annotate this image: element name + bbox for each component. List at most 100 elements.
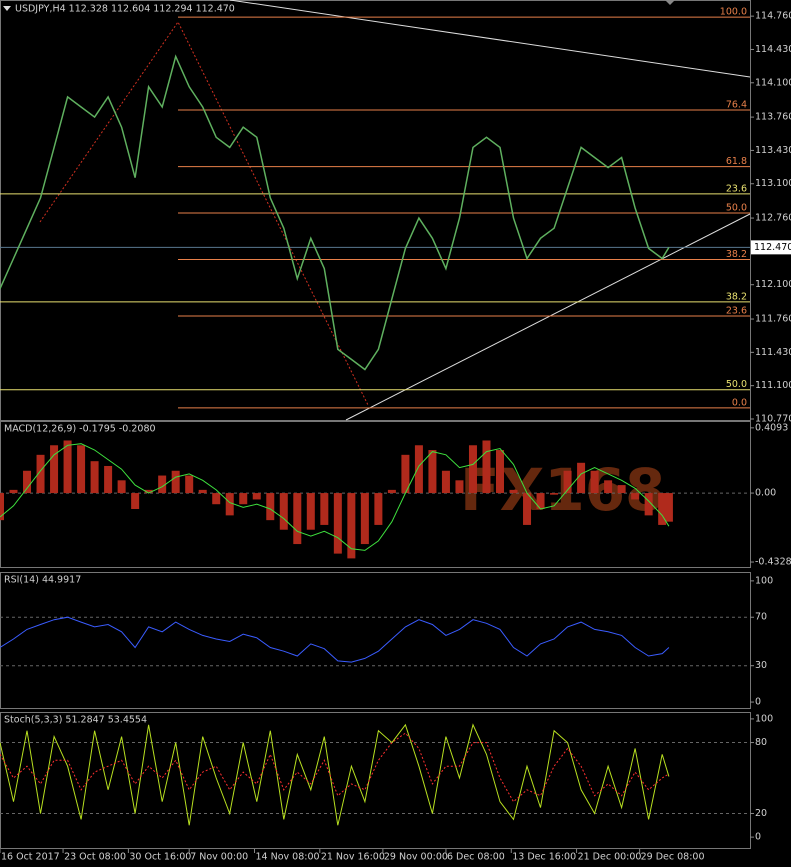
x-tick-label: 14 Nov 08:00	[256, 852, 320, 863]
y-tick-label: 111.100	[755, 380, 791, 391]
y-tick-label: 111.430	[755, 347, 791, 358]
shift-marker	[665, 0, 675, 5]
x-tick-label: 13 Dec 16:00	[512, 852, 576, 863]
fib-label: 38.2	[726, 291, 747, 302]
bar	[104, 465, 113, 494]
fib-label: 100.0	[720, 7, 747, 18]
bar	[306, 493, 315, 530]
menu-arrow[interactable]	[3, 6, 11, 11]
bar	[455, 480, 464, 494]
y-tick-label: 80	[755, 737, 767, 748]
bar	[496, 450, 504, 494]
y-tick-label: 100	[755, 713, 773, 724]
y-tick-label: 0	[755, 697, 761, 708]
y-tick-label: 114.100	[755, 77, 791, 88]
y-tick-label: 0.00	[755, 488, 776, 499]
price-title: USDJPY,H4 112.328 112.604 112.294 112.47…	[15, 4, 235, 15]
y-tick-label: 114.430	[755, 44, 791, 55]
panel-title: RSI(14) 44.9917	[4, 575, 81, 586]
bar	[374, 493, 383, 525]
bar	[185, 475, 194, 494]
y-tick-label: 114.760	[755, 11, 791, 22]
bar	[347, 493, 356, 559]
x-tick-label: 16 Oct 2017	[1, 852, 60, 863]
y-tick-label: 0	[755, 832, 761, 843]
y-tick-label: 111.760	[755, 314, 791, 325]
y-tick-label: 20	[755, 808, 767, 819]
bar	[63, 440, 72, 494]
panel-title: MACD(12,26,9) -0.1795 -0.2080	[4, 424, 156, 435]
price-frame	[0, 0, 751, 421]
y-tick-label: 30	[755, 660, 767, 671]
watermark: FX168	[460, 456, 665, 524]
fib-label: 50.0	[726, 379, 747, 390]
bar	[631, 493, 640, 500]
bar	[9, 489, 18, 494]
bar	[482, 440, 491, 494]
bar	[252, 493, 261, 500]
bar	[523, 493, 532, 525]
bar	[239, 493, 248, 505]
x-tick-label: 23 Oct 08:00	[64, 852, 126, 863]
bar	[158, 475, 167, 494]
series-line	[0, 54, 670, 371]
x-tick-label: 7 Nov 00:00	[190, 852, 248, 863]
bar	[401, 454, 410, 494]
fib-label: 0.0	[732, 397, 747, 408]
bar	[0, 493, 4, 521]
bar	[658, 493, 667, 525]
fib-label: 50.0	[726, 203, 747, 214]
y-tick-label: 0.4093	[755, 422, 788, 433]
fib-label: 61.8	[726, 156, 747, 167]
y-tick-label: 113.100	[755, 178, 791, 189]
trendline	[345, 213, 751, 421]
bar	[577, 462, 586, 494]
bar	[509, 489, 518, 494]
y-tick-label: 112.100	[755, 279, 791, 290]
bar	[225, 493, 234, 516]
y-tick-label: 110.770	[755, 413, 791, 424]
bar	[320, 493, 329, 525]
y-tick-label: -0.4328	[755, 557, 791, 568]
fib-label: 38.2	[726, 249, 747, 260]
x-tick-label: 6 Dec 08:00	[447, 852, 505, 863]
bar	[171, 470, 180, 494]
series-line	[0, 723, 670, 826]
bar	[144, 489, 153, 494]
bar	[428, 450, 437, 494]
bar	[90, 461, 99, 494]
fib-label: 76.4	[726, 100, 747, 111]
bar	[36, 454, 45, 494]
bar	[198, 489, 207, 494]
y-tick-label: 113.430	[755, 145, 791, 156]
x-tick-label: 29 Nov 00:00	[384, 852, 448, 863]
bar	[131, 493, 140, 509]
bar	[414, 445, 423, 494]
bar	[617, 485, 626, 494]
x-tick-label: 21 Dec 00:00	[578, 852, 642, 863]
bar	[293, 493, 302, 545]
bar	[77, 445, 86, 494]
last-price-label: 112.470	[754, 242, 791, 253]
bar	[279, 493, 288, 530]
x-tick-label: 30 Oct 16:00	[129, 852, 191, 863]
x-tick-label: 29 Dec 08:00	[641, 852, 705, 863]
trendline	[229, 0, 751, 78]
stoch-frame	[0, 712, 751, 849]
bar	[333, 493, 342, 554]
bar	[23, 470, 32, 494]
y-tick-label: 70	[755, 612, 767, 623]
y-tick-label: 112.760	[755, 213, 791, 224]
fib-label: 23.6	[726, 306, 747, 317]
bar	[644, 493, 653, 516]
fib-label: 23.6	[726, 183, 747, 194]
series-line	[0, 443, 670, 551]
bar	[604, 480, 613, 494]
bar	[266, 493, 275, 521]
bar	[212, 493, 221, 505]
bar	[563, 470, 572, 494]
bar	[387, 489, 396, 494]
last-price-box	[751, 240, 791, 255]
bar	[664, 493, 673, 522]
